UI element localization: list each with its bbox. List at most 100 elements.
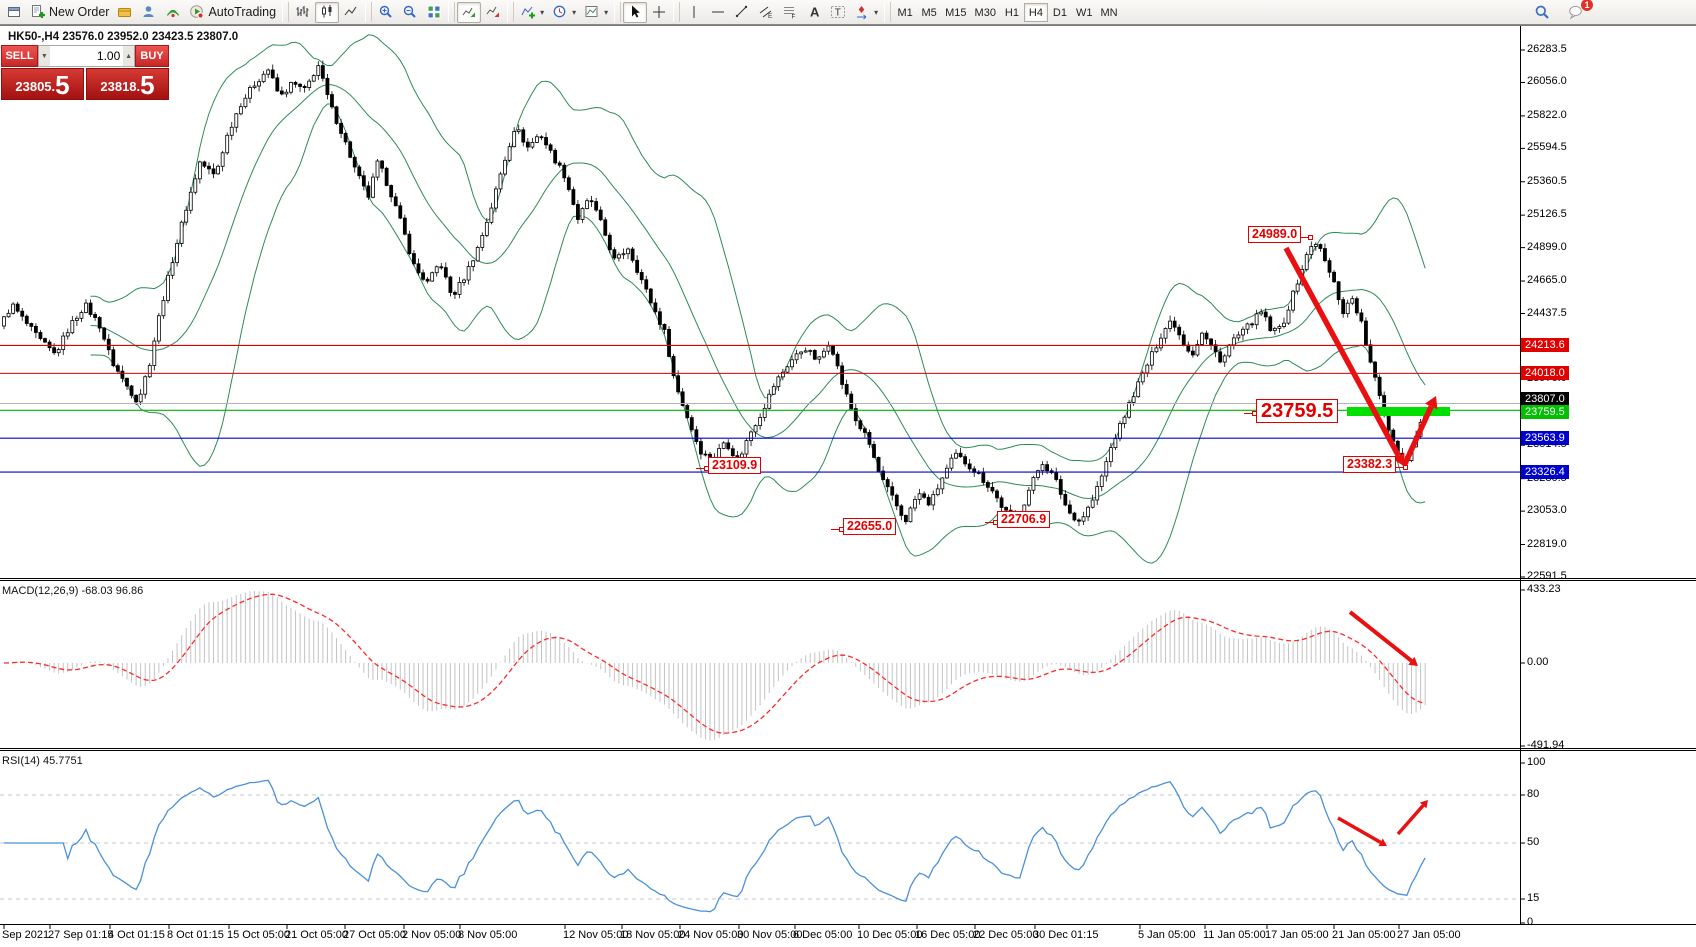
news-signal-icon <box>165 4 181 20</box>
autotrading-button[interactable]: AutoTrading <box>185 2 280 23</box>
timeframe-M30[interactable]: M30 <box>974 6 996 19</box>
date-label: 27 Oct 05:00 <box>343 929 406 941</box>
bar-chart-button[interactable] <box>291 2 315 23</box>
trend-arrow[interactable] <box>1337 816 1387 847</box>
date-label: 8 Oct 01:15 <box>167 929 224 941</box>
bollinger-bands <box>90 34 1426 564</box>
timeframe-W1[interactable]: W1 <box>1075 6 1093 19</box>
trendline-button[interactable] <box>730 2 754 23</box>
trend-arrow[interactable] <box>1401 396 1438 468</box>
fibonacci-icon: F <box>782 4 798 20</box>
chevron-down-icon: ▾ <box>540 7 545 17</box>
timeframe-MN[interactable]: MN <box>1100 6 1118 19</box>
sell-button[interactable]: SELL <box>1 45 38 67</box>
wallet-button[interactable] <box>113 2 137 23</box>
date-label: Sep 2021 <box>2 929 50 941</box>
timeframe-H1[interactable]: H1 <box>1004 6 1019 19</box>
trend-arrow[interactable] <box>1396 800 1428 836</box>
zoom-in-button[interactable] <box>374 2 398 23</box>
equidistant-channel-button[interactable]: E <box>754 2 778 23</box>
text-label-icon: T <box>830 4 846 20</box>
date-label: 5 Jan 05:00 <box>1138 929 1196 941</box>
timeframe-group: M1 M5 M15 M30 H1 H4 D1 W1 MN <box>893 2 1121 22</box>
toolbar-separator <box>507 2 515 22</box>
tile-windows-button[interactable] <box>422 2 446 23</box>
new-order-button[interactable]: New Order <box>26 2 113 23</box>
cursor-button[interactable] <box>623 1 648 23</box>
line-chart-button[interactable] <box>339 2 363 23</box>
volume-input[interactable] <box>49 46 124 66</box>
text-button[interactable]: A <box>802 2 826 23</box>
highlight-band[interactable] <box>1347 407 1450 416</box>
date-label: 27 Jan 05:00 <box>1397 929 1461 941</box>
chart-symbol-ohlc: HK50-,H4 23576.0 23952.0 23423.5 23807.0 <box>8 31 239 43</box>
text-label-button[interactable]: T <box>826 2 850 23</box>
sell-price[interactable]: 23805. 5 <box>1 68 84 100</box>
fibonacci-button[interactable]: F <box>778 2 802 23</box>
chevron-down-icon: ▾ <box>604 7 609 17</box>
vertical-line-button[interactable] <box>682 2 706 23</box>
profile-button[interactable] <box>137 2 161 23</box>
window-button[interactable] <box>2 2 26 23</box>
triangle-down-icon: ▼ <box>40 52 48 60</box>
toolbar-separator <box>884 2 892 22</box>
svg-text:F: F <box>792 14 796 21</box>
volume-increase-button[interactable]: ▲ <box>123 46 134 66</box>
date-label: 16 Dec 05:00 <box>915 929 981 941</box>
line-chart-icon <box>343 4 359 20</box>
chevron-down-icon: ▾ <box>572 7 577 17</box>
community-button[interactable]: 1 <box>1564 0 1594 23</box>
date-label: 21 Oct 05:00 <box>285 929 348 941</box>
timeframe-M5[interactable]: M5 <box>921 6 937 19</box>
candlestick-chart-button[interactable] <box>315 1 340 23</box>
time-axis: Sep 2021 27 Sep 01:15 4 Oct 01:15 8 Oct 01:… <box>0 929 1696 947</box>
auto-scroll-button[interactable] <box>457 1 482 23</box>
arrow-shapes-button[interactable]: ▾ <box>850 2 882 23</box>
volume-decrease-button[interactable]: ▼ <box>39 46 50 66</box>
autotrading-icon <box>189 4 205 20</box>
zoom-in-icon <box>378 4 394 20</box>
buy-button[interactable]: BUY <box>135 45 169 67</box>
crosshair-button[interactable] <box>647 2 671 23</box>
date-label: 30 Nov 05:00 <box>737 929 803 941</box>
indicators-icon <box>520 4 536 20</box>
date-label: 2 Nov 05:00 <box>402 929 462 941</box>
chart-shift-button[interactable] <box>481 2 505 23</box>
templates-button[interactable]: ▾ <box>580 2 612 23</box>
toolbar-separator <box>448 2 456 22</box>
new-order-label: New Order <box>49 5 110 19</box>
timeframe-M1[interactable]: M1 <box>897 6 913 19</box>
timeframe-H4[interactable]: H4 <box>1023 2 1048 22</box>
chart-shift-icon <box>485 4 501 20</box>
svg-text:A: A <box>810 5 820 20</box>
svg-text:T: T <box>835 8 841 19</box>
horizontal-line-icon <box>710 4 726 20</box>
date-label: 22 Dec 05:00 <box>973 929 1039 941</box>
indicators-button[interactable]: ▾ <box>516 2 548 23</box>
zoom-out-button[interactable] <box>398 2 422 23</box>
date-label: 24 Nov 05:00 <box>678 929 744 941</box>
search-icon <box>1534 4 1550 20</box>
periods-button[interactable]: ▾ <box>548 2 580 23</box>
news-signal-button[interactable] <box>161 2 185 23</box>
volume-stepper: ▼ ▲ <box>38 45 135 67</box>
search-button[interactable] <box>1530 2 1554 23</box>
toolbar-separator <box>365 2 373 22</box>
macd-histogram <box>8 591 1426 741</box>
tile-windows-icon <box>426 4 442 20</box>
trend-arrow[interactable] <box>1348 610 1418 666</box>
notification-badge: 1 <box>1580 0 1594 12</box>
date-label: 8 Nov 05:00 <box>458 929 518 941</box>
timeframe-D1[interactable]: D1 <box>1052 6 1067 19</box>
main-toolbar: New Order AutoTrading ▾ ▾ ▾ E F A T ▾ M1 M5 M15 M30 H1… <box>0 0 1696 25</box>
trend-arrow[interactable] <box>1283 246 1405 466</box>
toolbar-separator <box>673 2 681 22</box>
buy-price[interactable]: 23818. 5 <box>86 68 169 100</box>
horizontal-line-button[interactable] <box>706 2 730 23</box>
svg-text:E: E <box>768 13 773 20</box>
periods-icon <box>552 4 568 20</box>
timeframe-M15[interactable]: M15 <box>945 6 967 19</box>
date-label: 27 Sep 01:15 <box>48 929 114 941</box>
date-label: 11 Jan 05:00 <box>1203 929 1266 941</box>
